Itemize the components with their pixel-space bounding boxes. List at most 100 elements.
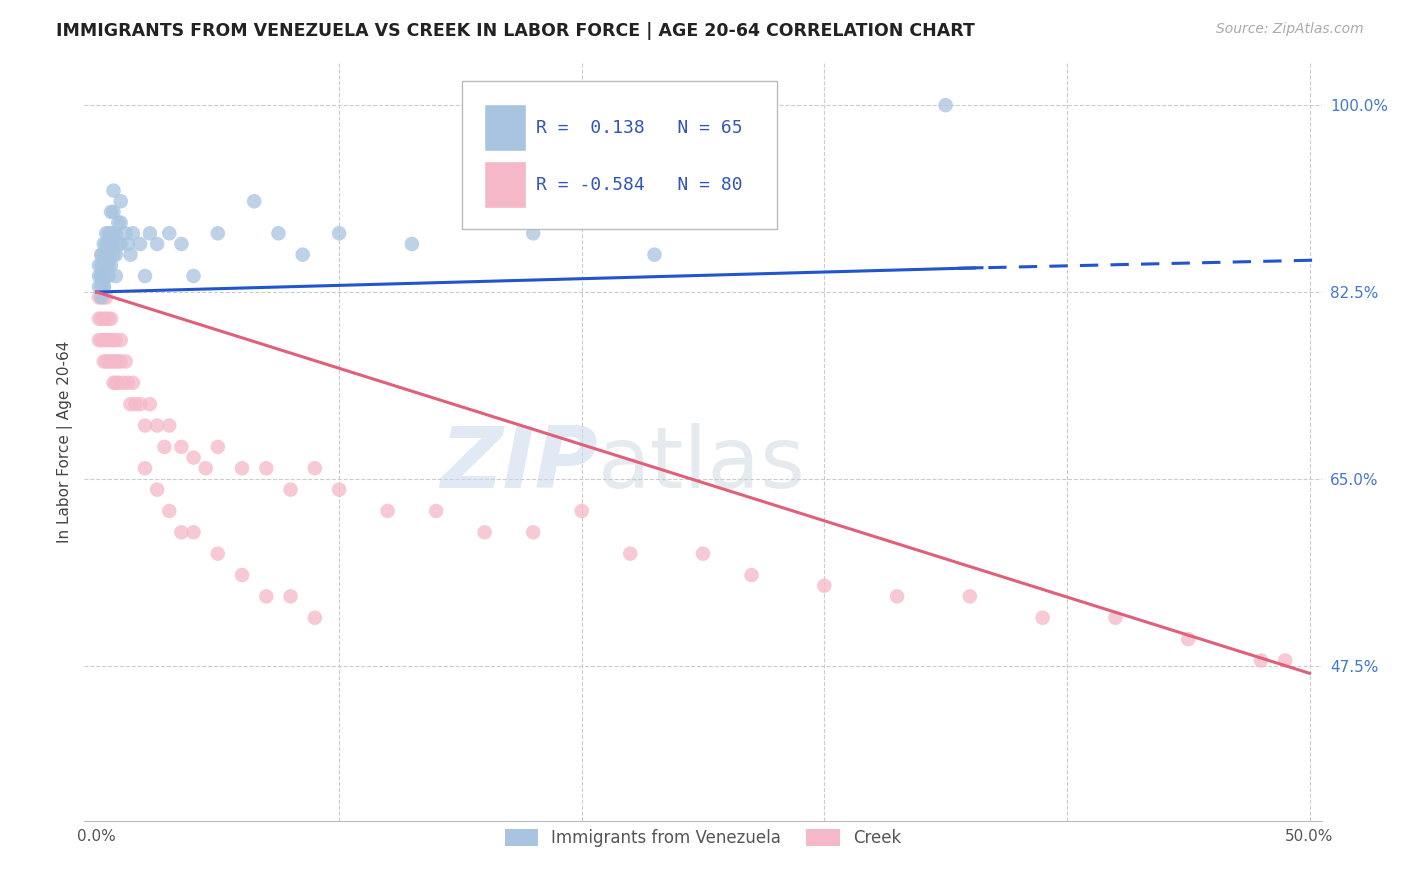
Point [93, 354, 115, 368]
Point [959, 590, 981, 604]
Point [97, 268, 120, 283]
Point [643, 247, 665, 261]
Point [120, 247, 142, 261]
Point [104, 376, 127, 390]
Point [97, 227, 120, 241]
Point [1250, 653, 1272, 667]
Point [103, 247, 125, 261]
Point [90, 311, 112, 326]
Point [100, 354, 122, 368]
Point [522, 525, 544, 540]
Point [107, 376, 129, 390]
Point [96, 333, 118, 347]
Point [90, 279, 112, 293]
Point [291, 247, 314, 261]
Point [90, 247, 112, 261]
Point [90, 333, 112, 347]
Point [1032, 611, 1054, 625]
Point [153, 440, 176, 454]
Point [97, 247, 120, 261]
Point [157, 504, 180, 518]
Point [571, 504, 593, 518]
Point [96, 237, 118, 252]
Text: atlas: atlas [598, 423, 806, 506]
Point [231, 568, 253, 582]
Point [96, 258, 118, 272]
Text: R = -0.584   N = 80: R = -0.584 N = 80 [536, 176, 742, 194]
Point [93, 279, 115, 293]
Point [114, 227, 136, 241]
Text: Source: ZipAtlas.com: Source: ZipAtlas.com [1216, 22, 1364, 37]
Point [93, 247, 115, 261]
Point [1274, 653, 1296, 667]
Point [1104, 611, 1126, 625]
Point [100, 258, 122, 272]
Point [107, 354, 129, 368]
Point [97, 311, 120, 326]
Point [90, 268, 112, 283]
Point [107, 237, 129, 252]
Point [231, 461, 253, 475]
Point [134, 418, 156, 433]
Point [170, 237, 193, 252]
Point [103, 376, 125, 390]
Point [401, 237, 423, 252]
Point [377, 504, 399, 518]
Point [886, 590, 908, 604]
Point [96, 247, 118, 261]
Point [619, 547, 641, 561]
Point [243, 194, 266, 209]
FancyBboxPatch shape [484, 161, 526, 208]
Point [194, 461, 217, 475]
Point [304, 461, 326, 475]
Point [93, 258, 115, 272]
Point [93, 311, 115, 326]
Point [304, 611, 326, 625]
Point [97, 354, 120, 368]
Point [146, 483, 169, 497]
Point [96, 258, 118, 272]
Y-axis label: In Labor Force | Age 20-64: In Labor Force | Age 20-64 [58, 341, 73, 542]
Point [103, 227, 125, 241]
Point [110, 237, 132, 252]
Point [100, 333, 122, 347]
Point [1177, 632, 1199, 646]
Point [207, 547, 229, 561]
Point [129, 237, 152, 252]
Point [170, 525, 193, 540]
Point [134, 268, 156, 283]
Point [110, 216, 132, 230]
Point [207, 440, 229, 454]
Point [90, 258, 112, 272]
Point [96, 311, 118, 326]
Point [280, 483, 302, 497]
Point [87, 258, 110, 272]
Point [146, 237, 169, 252]
Point [104, 227, 127, 241]
Point [120, 397, 142, 411]
Point [93, 279, 115, 293]
Point [93, 268, 115, 283]
Point [93, 237, 115, 252]
Point [90, 290, 112, 304]
Point [692, 547, 714, 561]
Point [103, 184, 125, 198]
Point [267, 227, 290, 241]
Point [100, 237, 122, 252]
Legend: Immigrants from Venezuela, Creek: Immigrants from Venezuela, Creek [498, 822, 908, 854]
Point [280, 590, 302, 604]
Point [110, 194, 132, 209]
Point [90, 247, 112, 261]
Point [103, 205, 125, 219]
Point [87, 268, 110, 283]
Point [87, 279, 110, 293]
Point [183, 525, 205, 540]
Point [170, 440, 193, 454]
Point [96, 227, 118, 241]
Point [139, 397, 162, 411]
Text: ZIP: ZIP [440, 423, 598, 506]
Point [104, 333, 127, 347]
Point [96, 290, 118, 304]
Point [207, 227, 229, 241]
Text: IMMIGRANTS FROM VENEZUELA VS CREEK IN LABOR FORCE | AGE 20-64 CORRELATION CHART: IMMIGRANTS FROM VENEZUELA VS CREEK IN LA… [56, 22, 976, 40]
